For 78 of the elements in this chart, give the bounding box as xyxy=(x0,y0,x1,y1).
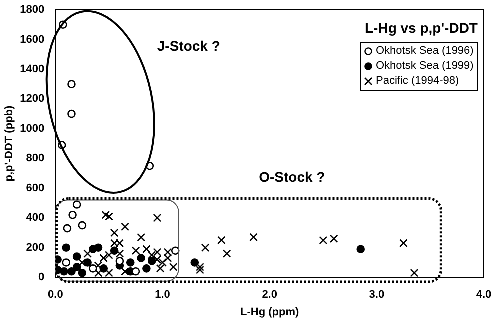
x-tick-label: 0.0 xyxy=(48,289,64,302)
point xyxy=(94,244,103,252)
y-tick-label: 1800 xyxy=(20,4,45,16)
y-tick-label: 600 xyxy=(26,182,45,194)
point xyxy=(105,212,114,221)
point xyxy=(222,250,232,258)
x-axis-title: L-Hg (ppm) xyxy=(240,306,300,318)
point xyxy=(148,251,156,260)
point xyxy=(78,221,87,230)
point xyxy=(137,254,146,262)
y-tick-label: 1600 xyxy=(20,34,45,46)
point xyxy=(121,222,130,232)
point xyxy=(319,236,328,245)
point xyxy=(84,250,92,258)
point xyxy=(169,263,178,272)
y-tick-label: 800 xyxy=(26,152,45,165)
point xyxy=(105,268,114,278)
point xyxy=(330,234,338,244)
point xyxy=(100,254,108,262)
point xyxy=(126,258,135,267)
point xyxy=(72,200,82,209)
y-tick-label: 1200 xyxy=(20,93,45,106)
y-tick-label: 400 xyxy=(26,212,45,224)
point xyxy=(190,258,200,267)
x-tick-label: 3.0 xyxy=(369,289,385,302)
point xyxy=(60,268,68,276)
y-axis-title: p,p'-DDT (ppb) xyxy=(4,106,16,182)
point xyxy=(72,263,82,272)
point xyxy=(78,258,87,267)
point xyxy=(201,244,210,252)
point xyxy=(100,264,108,273)
point xyxy=(196,263,204,272)
legend-label: Pacific (1994-98) xyxy=(376,74,460,89)
point xyxy=(116,250,124,258)
point xyxy=(116,239,124,248)
point xyxy=(102,210,110,220)
point xyxy=(400,239,408,248)
annotation: O-Stock ? xyxy=(259,168,326,184)
y-tick-label: 0 xyxy=(38,272,45,284)
point xyxy=(78,268,87,278)
point xyxy=(116,257,124,266)
point xyxy=(137,233,146,242)
point xyxy=(171,246,180,255)
point xyxy=(250,233,258,242)
point xyxy=(89,264,98,273)
point xyxy=(153,214,162,222)
point xyxy=(72,252,82,261)
point xyxy=(142,264,151,273)
point xyxy=(62,244,71,252)
point xyxy=(68,268,76,276)
point xyxy=(68,80,76,88)
x-tick-label: 4.0 xyxy=(476,289,492,302)
y-tick-label: 1400 xyxy=(20,64,45,76)
point xyxy=(410,268,419,278)
point xyxy=(63,224,72,233)
legend-label: Okhotsk Sea (1999) xyxy=(376,59,474,74)
x-tick-label: 1.0 xyxy=(155,289,170,302)
point xyxy=(68,110,76,118)
point xyxy=(356,245,366,254)
point xyxy=(121,267,130,276)
point xyxy=(110,239,119,248)
y-tick-label: 1000 xyxy=(20,122,45,135)
point xyxy=(68,211,77,220)
legend-label: Okhotsk Sea (1996) xyxy=(376,44,474,59)
text: L-Hg vs p,p'-DDT xyxy=(365,20,478,36)
point xyxy=(148,257,156,266)
point xyxy=(110,228,119,238)
point xyxy=(196,266,204,274)
point xyxy=(62,258,71,267)
point xyxy=(142,245,151,254)
point xyxy=(105,251,114,260)
annotation: J-Stock ? xyxy=(157,38,220,54)
y-tick-label: 200 xyxy=(26,242,45,254)
point xyxy=(110,246,119,255)
point xyxy=(84,258,92,267)
point xyxy=(132,246,140,256)
point xyxy=(217,236,226,245)
x-tick-label: 2.0 xyxy=(262,289,278,302)
